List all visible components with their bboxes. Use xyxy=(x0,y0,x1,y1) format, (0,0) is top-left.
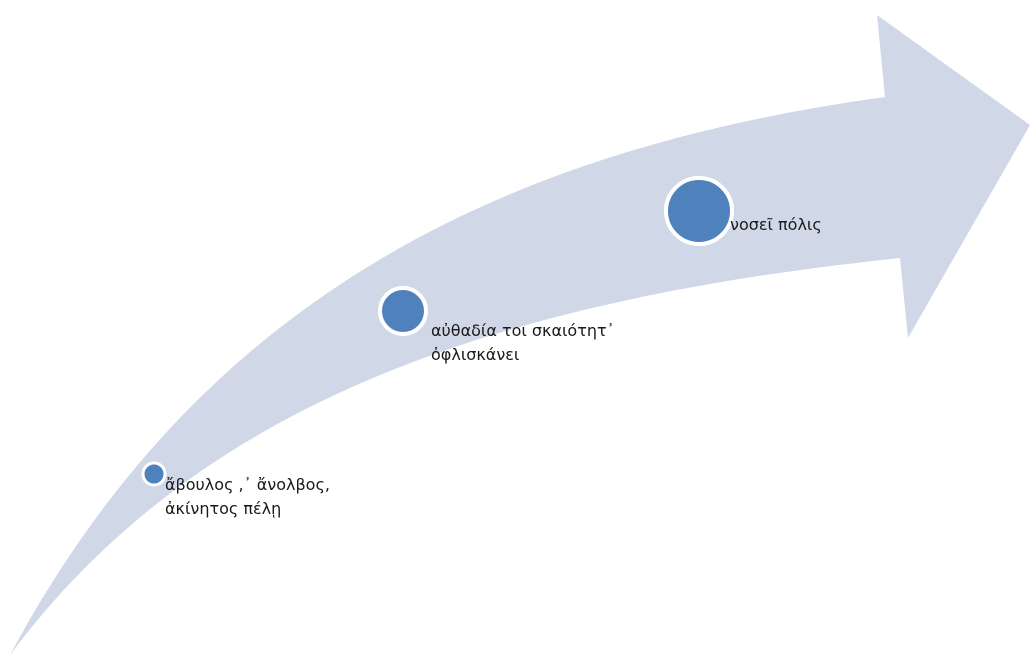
step-dot-2 xyxy=(378,286,428,336)
step-label-1-line-2: ἀκίνητος πέλῃ xyxy=(165,499,282,518)
step-dot-1 xyxy=(141,461,167,487)
step-label-1-line-1: ἄβουλος ,᾽ ἄνολβος, xyxy=(165,475,330,494)
step-label-1: ἄβουλος ,᾽ ἄνολβος, ἀκίνητος πέλῃ xyxy=(165,473,330,521)
step-label-2-line-1: αὐθαδία τοι σκαιότητ᾽ xyxy=(431,321,615,340)
step-marker-3 xyxy=(664,176,734,246)
step-marker-2 xyxy=(378,286,428,336)
step-label-3-line-1: νοσεῖ πόλις xyxy=(730,215,822,234)
step-dot-3 xyxy=(664,176,734,246)
step-label-2-line-2: ὀφλισκάνει xyxy=(431,345,520,364)
step-marker-1 xyxy=(141,461,167,487)
step-label-3: νοσεῖ πόλις xyxy=(730,213,822,237)
step-label-2: αὐθαδία τοι σκαιότητ᾽ ὀφλισκάνει xyxy=(431,319,615,367)
curved-arrow xyxy=(10,15,1030,655)
